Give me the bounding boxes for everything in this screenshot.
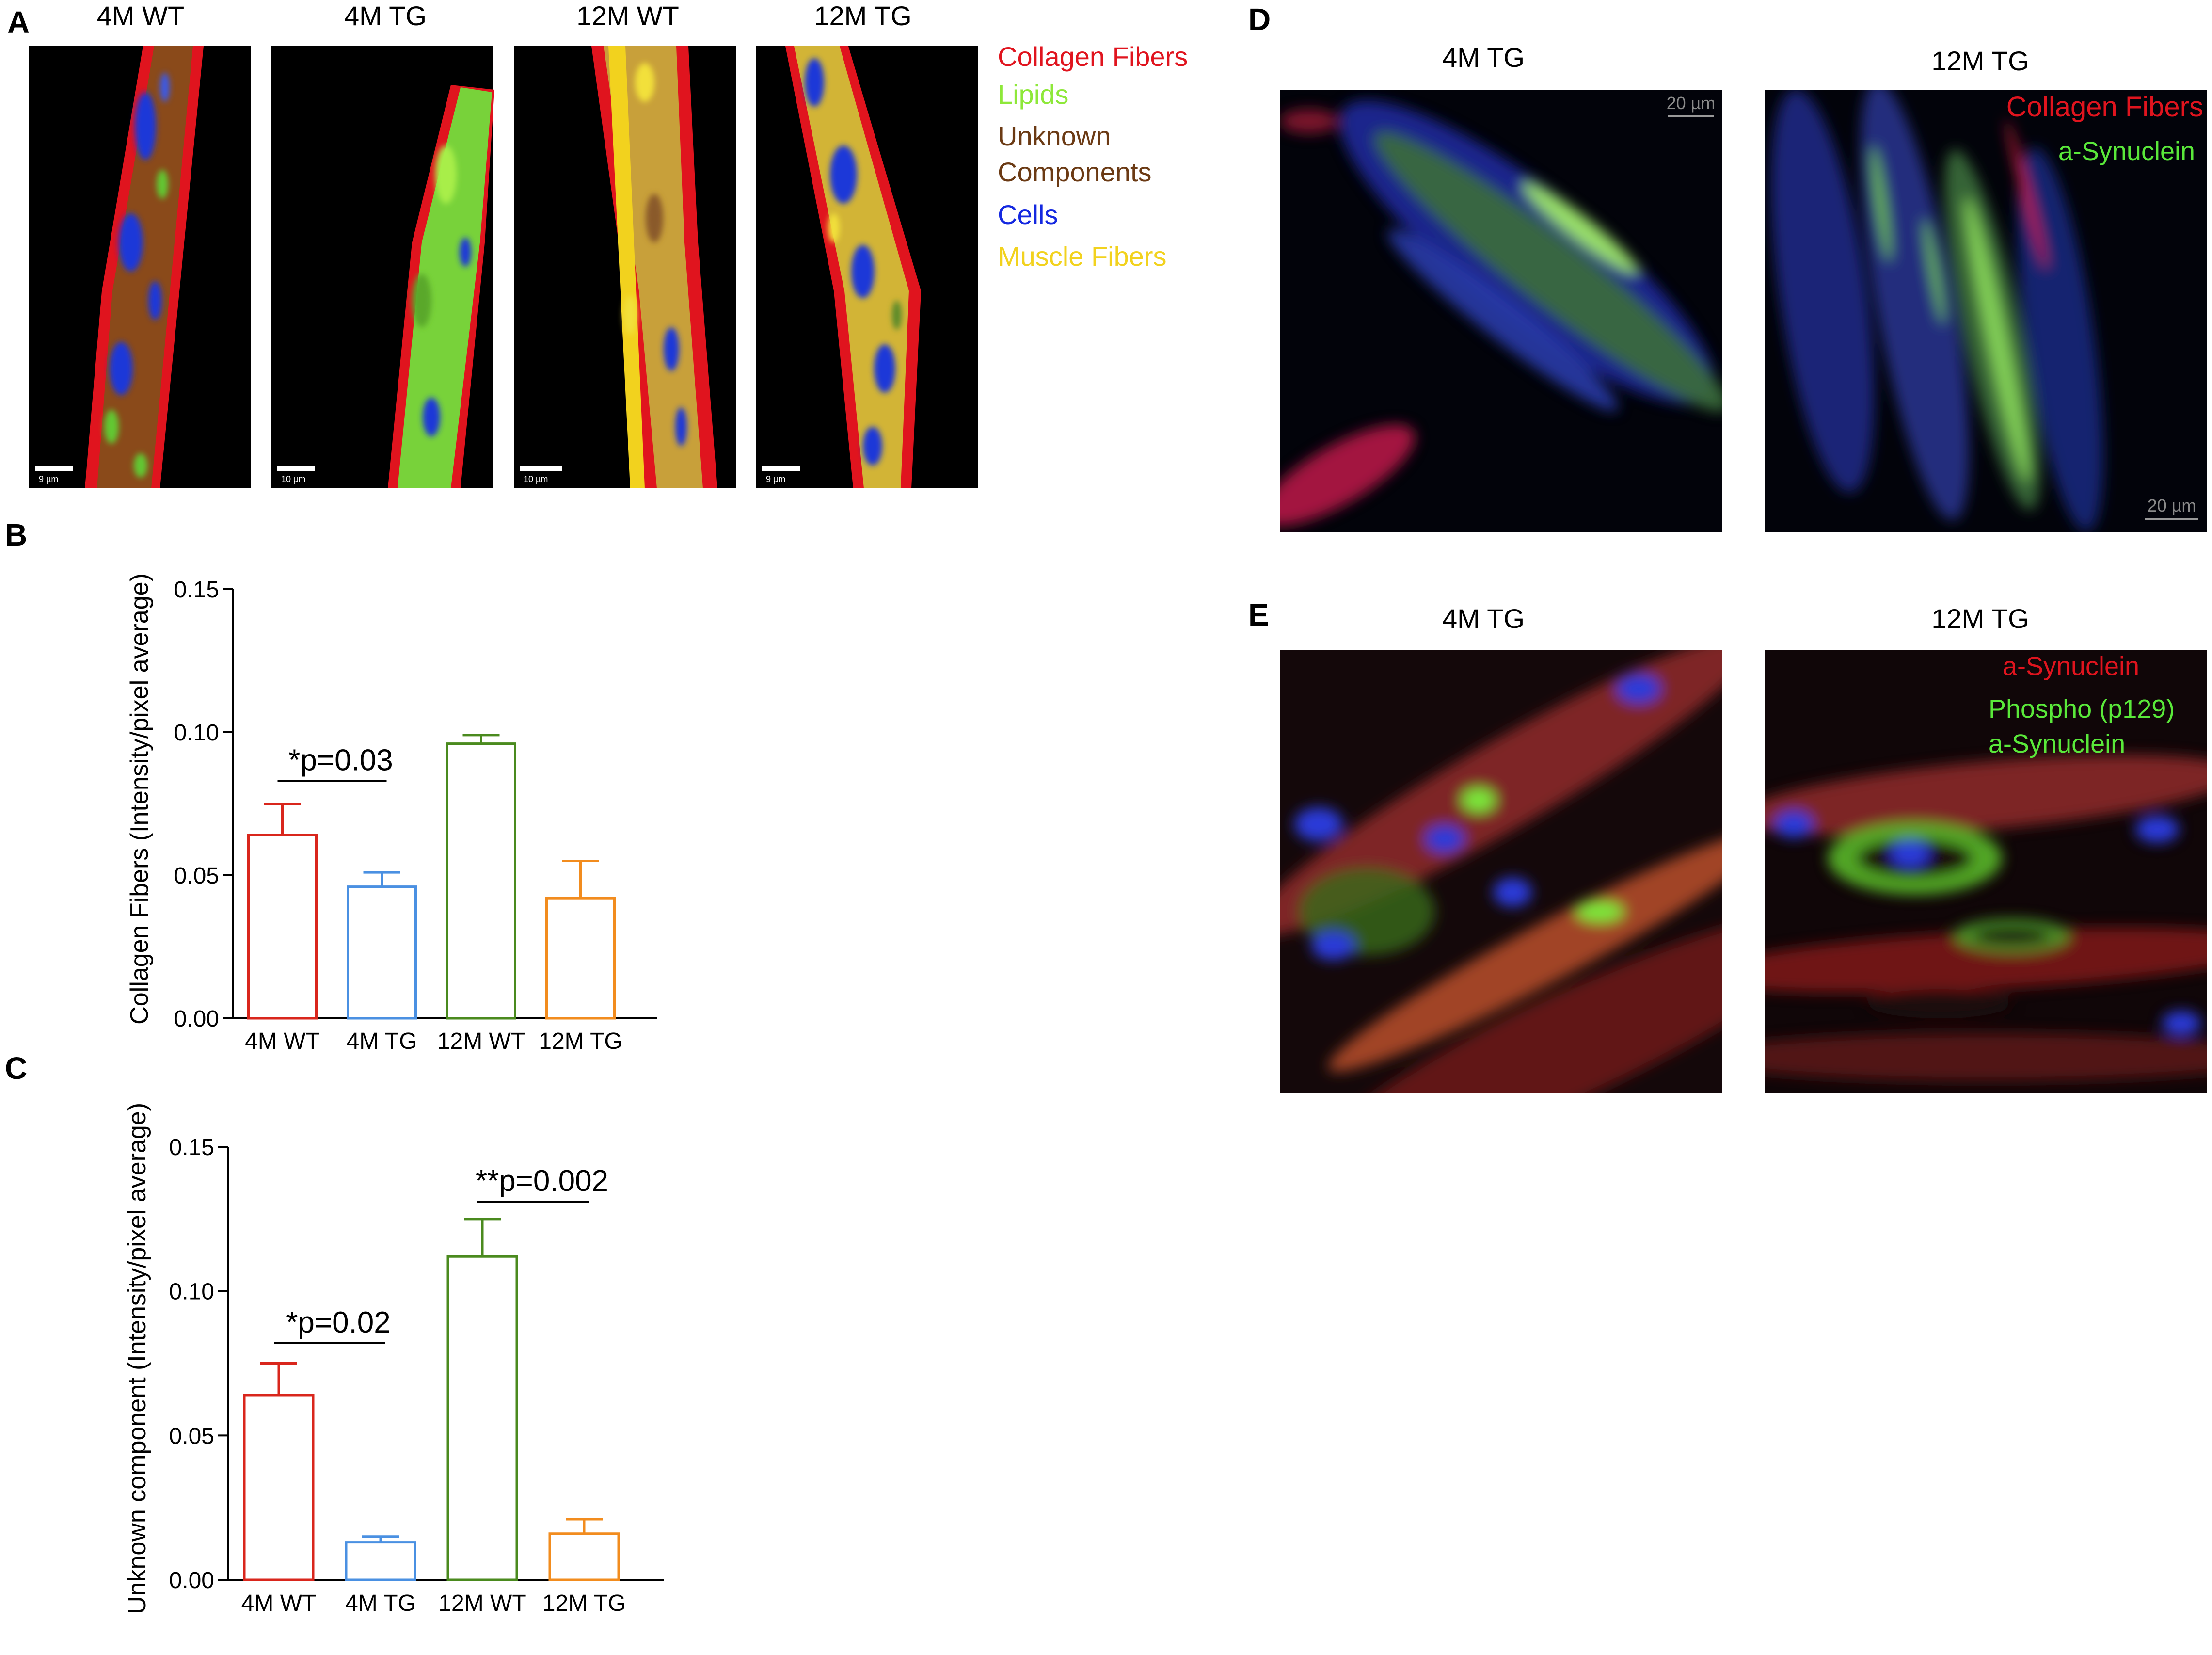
y-tick-label: 0.10 — [169, 1279, 214, 1305]
micrograph-a-12m-tg: 9 µm — [756, 46, 978, 488]
legend-e-asyn: a-Synuclein — [2003, 652, 2139, 681]
y-tick-label: 0.15 — [169, 1135, 214, 1160]
micrograph-a-4m-wt: 9 µm — [29, 46, 251, 488]
panel-c-letter: C — [5, 1051, 27, 1086]
x-tick-label: 4M WT — [245, 1028, 320, 1054]
legend-a-cells: Cells — [998, 199, 1058, 230]
micrograph-d-12m-tg: Collagen Fibers a-Synuclein 20 µm — [1765, 90, 2207, 532]
panel-b-letter: B — [5, 517, 27, 552]
bar — [247, 834, 318, 1020]
y-tick-label: 0.05 — [169, 1423, 214, 1449]
panel-e-title-2: 12M TG — [1931, 603, 2029, 634]
bar — [347, 885, 417, 1020]
legend-d-asyn: a-Synuclein — [2058, 137, 2195, 166]
legend-e-phospho: Phospho (p129) — [1989, 694, 2175, 723]
chart-c: 0.00 0.05 0.10 0.15 Unknown component (Inten… — [123, 1103, 664, 1616]
legend-a-muscle: Muscle Fibers — [998, 241, 1167, 272]
y-tick-label: 0.05 — [174, 863, 219, 889]
panel-a-title-1: 4M WT — [97, 0, 184, 31]
y-tick-label: 0.15 — [174, 577, 219, 603]
panel-a-title-4: 12M TG — [814, 0, 911, 31]
y-tick-label: 0.00 — [169, 1568, 214, 1593]
scalebar-a-2: 10 µm — [281, 474, 305, 484]
legend-a-lipids: Lipids — [998, 79, 1068, 110]
panel-a-legend: Collagen Fibers Lipids Unknown Component… — [998, 41, 1188, 272]
scalebar-a-4: 9 µm — [766, 474, 785, 484]
panel-a-title-3: 12M WT — [576, 0, 679, 31]
legend-a-collagen: Collagen Fibers — [998, 41, 1188, 72]
legend-d-collagen: Collagen Fibers — [2006, 91, 2203, 123]
bar — [243, 1394, 315, 1581]
panel-d-title-1: 4M TG — [1442, 42, 1525, 73]
panel-e-title-1: 4M TG — [1442, 603, 1525, 634]
panel-a-letter: A — [7, 5, 30, 40]
scalebar-a-3: 10 µm — [524, 474, 548, 484]
bar — [446, 1255, 518, 1581]
y-tick-label: 0.00 — [174, 1006, 219, 1032]
panel-d-title-2: 12M TG — [1931, 46, 2029, 76]
x-tick-label: 12M WT — [438, 1591, 526, 1616]
chart-b: 0.00 0.05 0.10 0.15 Collagen Fibers (Intensi… — [126, 573, 657, 1054]
micrograph-d-4m-tg: 20 µm — [1280, 90, 1722, 532]
significance-label: *p=0.03 — [288, 743, 393, 777]
legend-e-asyn-2: a-Synuclein — [1989, 729, 2125, 758]
legend-a-components: Components — [998, 157, 1152, 187]
significance-label: *p=0.02 — [286, 1306, 391, 1339]
scalebar-d-2: 20 µm — [2148, 496, 2196, 515]
panel-e-letter: E — [1248, 597, 1269, 632]
x-tick-label: 4M TG — [347, 1028, 417, 1054]
micrograph-a-12m-wt: 10 µm — [514, 46, 736, 488]
y-axis-label: Collagen Fibers (Intensity/pixel average… — [126, 573, 154, 1025]
y-tick-label: 0.10 — [174, 720, 219, 746]
bar — [446, 742, 516, 1020]
x-tick-label: 4M WT — [241, 1591, 317, 1616]
bar — [548, 1532, 620, 1581]
legend-a-unknown: Unknown — [998, 121, 1111, 151]
micrograph-a-4m-tg: 10 µm — [271, 46, 494, 488]
x-tick-label: 12M WT — [437, 1028, 525, 1054]
y-axis-label: Unknown component (Intensity/pixel avera… — [123, 1103, 151, 1614]
x-tick-label: 4M TG — [345, 1591, 416, 1616]
scalebar-d-1: 20 µm — [1667, 93, 1716, 113]
significance-label: **p=0.002 — [476, 1164, 608, 1198]
scalebar-a-1: 9 µm — [39, 474, 58, 484]
micrograph-e-4m-tg — [1280, 650, 1722, 1093]
panel-d-letter: D — [1248, 2, 1271, 37]
micrograph-e-12m-tg: a-Synuclein Phospho (p129) a-Synuclein — [1765, 650, 2207, 1093]
x-tick-label: 12M TG — [539, 1028, 622, 1054]
x-tick-label: 12M TG — [542, 1591, 626, 1616]
bar — [545, 897, 616, 1020]
panel-a-title-2: 4M TG — [344, 0, 427, 31]
bar — [345, 1541, 416, 1581]
